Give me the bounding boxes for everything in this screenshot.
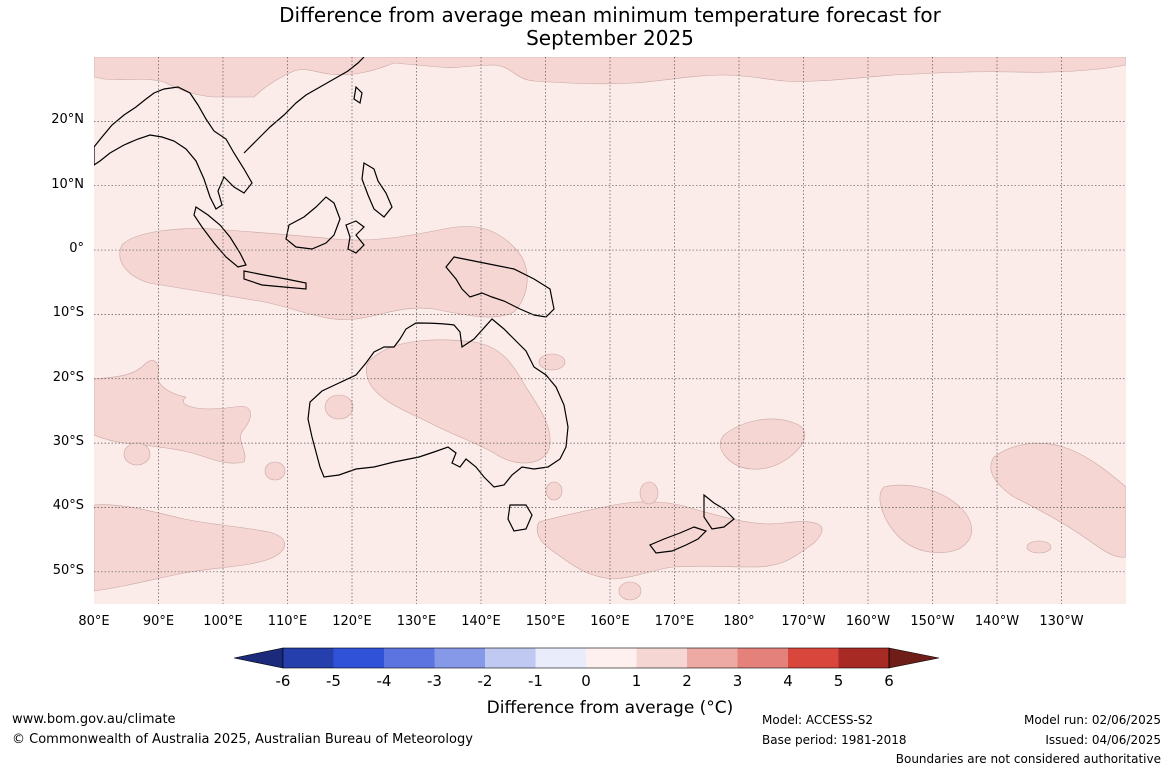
longitude-label: 140°W (974, 614, 1020, 629)
anomaly-west-indian-ocean (94, 360, 251, 464)
colorbar-segment (384, 648, 435, 668)
longitude-label: 100°E (203, 614, 243, 629)
colorbar-segment (283, 648, 334, 668)
coastline-philippines (361, 162, 393, 218)
anomaly-north-band (94, 57, 1126, 98)
longitude-label: 80°E (78, 614, 110, 629)
colorbar-tick-label: -5 (326, 672, 341, 690)
colorbar-segment (636, 648, 688, 668)
colorbar-segment (687, 648, 738, 668)
coastline-new-zealand-south (649, 526, 708, 554)
anomaly-southeast-pacific (879, 484, 973, 554)
longitude-label: 140°E (461, 614, 501, 629)
longitude-label: 130°E (396, 614, 437, 629)
latitude-label: 10°S (52, 305, 84, 321)
coastline-australia (307, 318, 569, 488)
latitude-label: 20°N (51, 112, 84, 128)
anomaly-small-1 (324, 394, 354, 420)
colorbar-tick-label: 4 (783, 672, 793, 690)
title-line-1: Difference from average mean minimum tem… (279, 3, 941, 27)
coastline-borneo (285, 196, 341, 250)
coastline-tasmania (507, 504, 533, 532)
latitude-label: 20°S (52, 369, 84, 385)
coastline-new-zealand-north (703, 493, 735, 530)
longitude-label: 150°E (525, 614, 566, 629)
longitude-label: 150°W (910, 614, 955, 629)
colorbar-outline (282, 647, 890, 669)
colorbar-segment (838, 648, 890, 668)
colorbar-segment (737, 648, 789, 668)
colorbar-tick-label: -6 (275, 672, 291, 690)
longitude-label: 160°W (845, 614, 891, 629)
anomaly-small-2 (123, 442, 151, 466)
anomaly-small-7 (1026, 540, 1052, 554)
latitude-label: 30°S (52, 434, 84, 450)
footer-copyright: © Commonwealth of Australia 2025, Austra… (12, 732, 473, 747)
colorbar-tick-label: -3 (427, 672, 442, 690)
colorbar-tick-label: 2 (682, 672, 692, 690)
latitude-label: 50°S (52, 562, 84, 578)
coastline-java (243, 270, 307, 290)
footer-issued: Issued: 04/06/2025 (1045, 733, 1161, 747)
footer-model-run: Model run: 02/06/2025 (1023, 713, 1161, 727)
colorbar-tick-label: 3 (732, 672, 743, 690)
coastlines (94, 57, 735, 554)
footer-disclaimer: Boundaries are not considered authoritat… (895, 752, 1161, 766)
anomaly-central-south-pacific (719, 418, 806, 470)
coastline-asia-mainland (94, 86, 253, 210)
colorbar-extend-low (234, 647, 284, 669)
anomaly-maritime-continent (119, 226, 528, 320)
anomaly-small-8 (545, 481, 563, 501)
latitude-label: 0° (69, 241, 84, 257)
longitude-label: 160°E (590, 614, 630, 629)
colorbar-segment (333, 648, 385, 668)
footer-base-period: Base period: 1981-2018 (762, 733, 907, 747)
latitude-label: 40°S (52, 498, 84, 514)
longitude-label: 170°E (654, 614, 695, 629)
colorbar-segment (586, 648, 637, 668)
gridlines (94, 57, 1126, 604)
colorbar-segment (788, 648, 839, 668)
anomaly-small-6 (618, 581, 642, 601)
latitude-label: 10°N (51, 176, 84, 192)
map-title: Difference from average mean minimum tem… (94, 4, 1126, 50)
colorbar-tick-label: 5 (833, 672, 844, 690)
coastline-taiwan (353, 85, 363, 104)
colorbar-tick-label: -4 (376, 672, 392, 690)
anomaly-regions (94, 57, 1126, 601)
anomaly-small-5 (639, 481, 659, 505)
colorbar-segment (485, 648, 536, 668)
anomaly-small-4 (538, 353, 566, 371)
colorbar-tick-label: -2 (477, 672, 493, 690)
longitude-label: 90°E (142, 614, 175, 629)
map-canvas (94, 57, 1126, 604)
coastline-sulawesi (345, 220, 365, 254)
longitude-label: 110°E (267, 614, 308, 629)
anomaly-small-3 (264, 461, 286, 481)
colorbar-tick-label: 1 (631, 672, 642, 690)
colorbar-tick-label: -1 (528, 672, 543, 690)
anomaly-australia-interior (365, 339, 551, 464)
map-area (94, 57, 1126, 604)
colorbar-extend-high (888, 647, 939, 669)
colorbar (234, 647, 939, 669)
longitude-label: 180° (723, 614, 755, 629)
longitude-label: 120°E (332, 614, 372, 629)
coastline-new-guinea (445, 256, 555, 318)
longitude-label: 170°W (781, 614, 826, 629)
footer-website: www.bom.gov.au/climate (12, 712, 176, 727)
colorbar-segment (535, 648, 587, 668)
colorbar-tick-label: 6 (884, 672, 894, 690)
title-line-2: September 2025 (526, 26, 694, 50)
colorbar-title: Difference from average (°C) (486, 698, 734, 718)
longitude-label: 130°W (1039, 614, 1084, 629)
colorbar-segment (434, 648, 486, 668)
coastline-sumatra (193, 206, 247, 268)
anomaly-east-pacific (990, 442, 1126, 558)
colorbar-tick-label: 0 (581, 672, 591, 690)
coastline-china-east (243, 57, 365, 154)
footer-model: Model: ACCESS-S2 (762, 713, 874, 727)
anomaly-southwest-ocean (94, 504, 285, 592)
